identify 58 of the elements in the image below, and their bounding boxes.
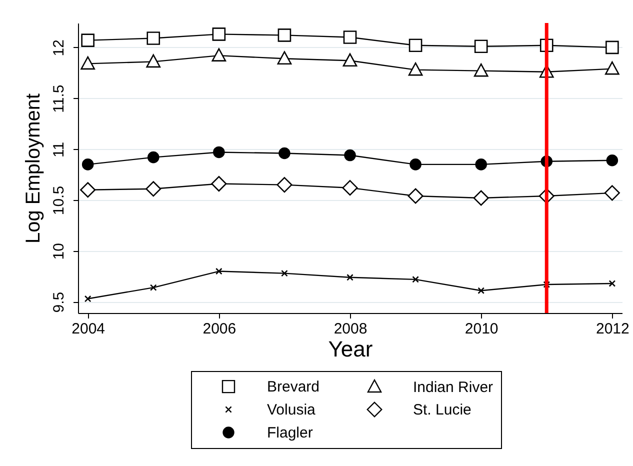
point — [606, 154, 618, 166]
point — [475, 158, 487, 170]
point — [80, 182, 96, 198]
point — [474, 63, 488, 77]
point — [604, 61, 620, 75]
point — [276, 177, 292, 193]
point — [147, 151, 160, 164]
point — [82, 158, 94, 170]
point — [146, 54, 161, 68]
y-axis-title: Log Employment — [22, 93, 44, 244]
point — [150, 284, 157, 291]
legend-label: Volusia — [267, 402, 316, 418]
legend-label: Indian River — [413, 378, 494, 396]
point — [146, 32, 160, 45]
point — [408, 62, 423, 76]
point — [342, 180, 358, 196]
point — [342, 53, 358, 67]
point — [604, 185, 620, 201]
point — [211, 176, 227, 192]
x-tick-label: 2010 — [464, 320, 498, 338]
point — [81, 34, 94, 47]
point — [212, 48, 226, 62]
y-tick-label: 11.5 — [50, 84, 68, 113]
point — [277, 51, 292, 65]
point — [474, 40, 488, 54]
point — [478, 287, 485, 294]
point — [80, 56, 96, 70]
point — [146, 181, 162, 197]
point — [344, 149, 356, 162]
point — [608, 280, 616, 287]
point — [408, 188, 424, 204]
x-axis-title: Year — [328, 336, 373, 362]
point — [278, 147, 290, 160]
point — [473, 190, 489, 206]
y-tick-label: 10.5 — [50, 186, 68, 216]
point — [343, 30, 357, 44]
point — [281, 270, 288, 277]
point — [410, 158, 422, 170]
point — [346, 274, 354, 281]
point — [278, 28, 292, 42]
point — [412, 276, 419, 283]
point — [84, 295, 92, 302]
y-tick-label: 10 — [50, 243, 68, 260]
legend-label: Flagler — [267, 424, 313, 442]
point — [606, 40, 619, 54]
x-tick-label: 2008 — [334, 320, 368, 338]
x-tick-label: 2006 — [202, 320, 236, 338]
legend-label: St. Lucie — [413, 402, 472, 418]
x-tick-label: 2004 — [72, 320, 106, 338]
point — [213, 146, 225, 158]
point — [215, 268, 222, 275]
y-tick-label: 11 — [50, 142, 68, 158]
point — [408, 38, 422, 52]
legend-label: Brevard — [267, 378, 320, 396]
point — [212, 28, 226, 41]
y-tick-label: 9.5 — [50, 292, 68, 313]
x-tick-label: 2012 — [596, 320, 630, 338]
y-tick-label: 12 — [50, 40, 68, 56]
